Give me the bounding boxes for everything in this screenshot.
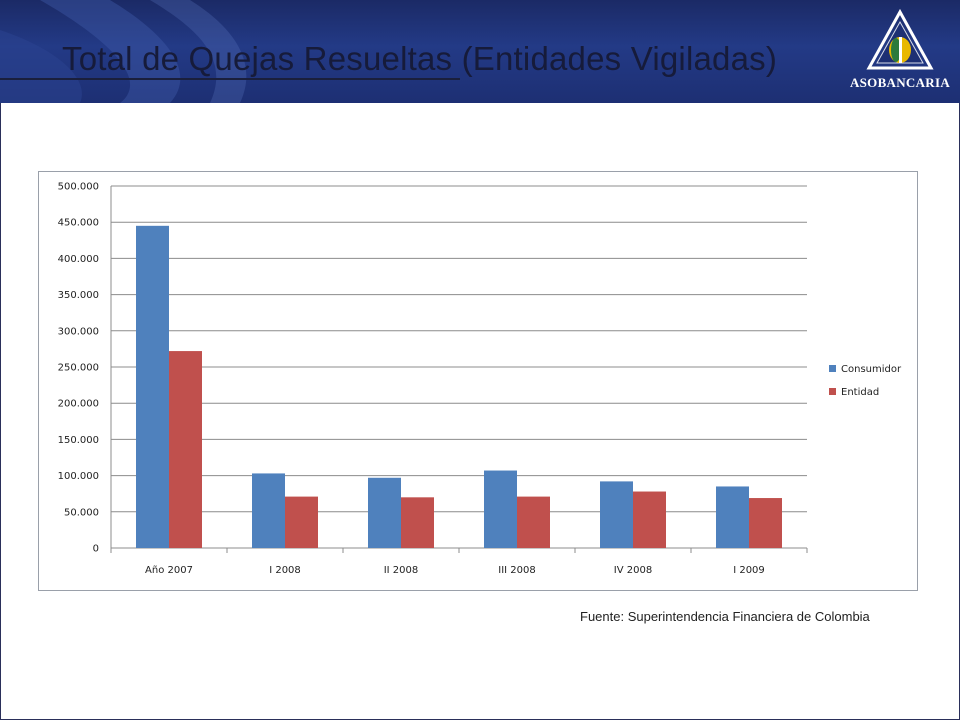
- x-tick-label: I 2008: [269, 565, 301, 576]
- y-axis-ticks: 0 50.000 100.000 150.000 200.000 250.000 300.0…: [58, 182, 99, 555]
- y-tick-label: 0: [93, 544, 99, 555]
- legend: Consumidor Entidad: [829, 364, 902, 398]
- gridlines: [110, 185, 807, 549]
- x-tick-label: II 2008: [384, 565, 419, 576]
- legend-label-consumidor: Consumidor: [841, 364, 902, 375]
- x-tick-label: I 2009: [733, 565, 765, 576]
- y-tick-label: 300.000: [58, 326, 99, 337]
- y-tick-label: 50.000: [64, 507, 99, 518]
- bar-consumidor: [252, 473, 285, 548]
- x-tick-label: IV 2008: [614, 565, 652, 576]
- y-tick-label: 150.000: [58, 435, 99, 446]
- bar-consumidor: [484, 470, 517, 548]
- y-tick-label: 100.000: [58, 471, 99, 482]
- y-tick-label: 400.000: [58, 254, 99, 265]
- y-tick-label: 500.000: [58, 182, 99, 193]
- y-tick-label: 250.000: [58, 363, 99, 374]
- chart-container: 0 50.000 100.000 150.000 200.000 250.000 300.0…: [38, 171, 918, 591]
- bar-entidad: [749, 498, 782, 548]
- bar-entidad: [401, 497, 434, 548]
- bar-consumidor: [368, 477, 401, 548]
- slide-header: Total de Quejas Resueltas (Entidades Vig…: [0, 0, 960, 103]
- bars: [136, 225, 782, 548]
- source-note: Fuente: Superintendencia Financiera de C…: [580, 609, 870, 624]
- logo-text: ASOBANCARIA: [849, 75, 951, 90]
- bar-consumidor: [600, 481, 633, 548]
- header-decoration: [0, 0, 247, 103]
- x-tick-label: Año 2007: [145, 565, 193, 576]
- asobancaria-logo: ASOBANCARIA: [845, 8, 955, 98]
- x-axis-ticks: Año 2007 I 2008 II 2008 III 2008 IV 2008 I 20…: [110, 548, 808, 576]
- bar-entidad: [285, 496, 318, 548]
- bar-chart: 0 50.000 100.000 150.000 200.000 250.000 300.0…: [58, 182, 902, 577]
- bar-entidad: [517, 496, 550, 548]
- legend-label-entidad: Entidad: [841, 387, 879, 398]
- bar-consumidor: [716, 486, 749, 548]
- bar-entidad: [633, 491, 666, 548]
- title-underline: [0, 78, 460, 80]
- bar-consumidor: [136, 225, 169, 548]
- legend-swatch-entidad: [829, 388, 836, 395]
- y-tick-label: 200.000: [58, 399, 99, 410]
- x-tick-label: III 2008: [498, 565, 535, 576]
- slide-title: Total de Quejas Resueltas (Entidades Vig…: [62, 40, 778, 77]
- bar-entidad: [169, 351, 202, 548]
- y-tick-label: 450.000: [58, 218, 99, 229]
- logo-emblem-icon: [866, 8, 934, 70]
- y-tick-label: 350.000: [58, 290, 99, 301]
- legend-swatch-consumidor: [829, 365, 836, 372]
